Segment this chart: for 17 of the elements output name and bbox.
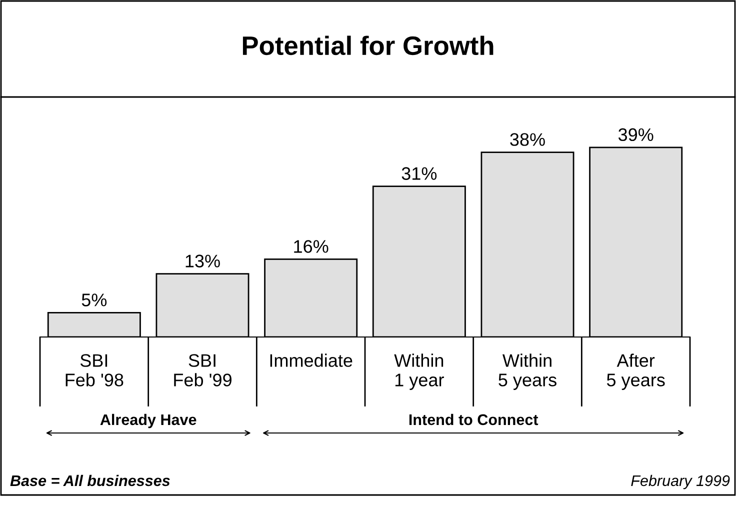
- x-tick-label: After 5 years: [606, 354, 665, 390]
- data-label: 38%: [510, 133, 545, 146]
- text: Intend to Connect: [409, 414, 538, 426]
- data-label: 13%: [186, 254, 220, 268]
- chart-title: Potential for Growth: [242, 36, 494, 56]
- x-tick-label: Immediate: [270, 354, 352, 367]
- data-label: 39%: [618, 128, 654, 142]
- x-tick-label: Within 1 year: [394, 354, 444, 390]
- text: Already Have: [100, 414, 196, 428]
- data-label: 31%: [402, 167, 437, 180]
- x-tick-label: Within 5 years: [498, 354, 556, 390]
- text: February 1999: [631, 474, 730, 490]
- x-tick-label: SBI Feb '98: [66, 354, 124, 386]
- data-label: 5%: [82, 294, 107, 306]
- x-tick-label: SBI Feb '99: [174, 354, 232, 386]
- text: Base = All businesses: [10, 474, 170, 486]
- data-label: 16%: [294, 240, 328, 253]
